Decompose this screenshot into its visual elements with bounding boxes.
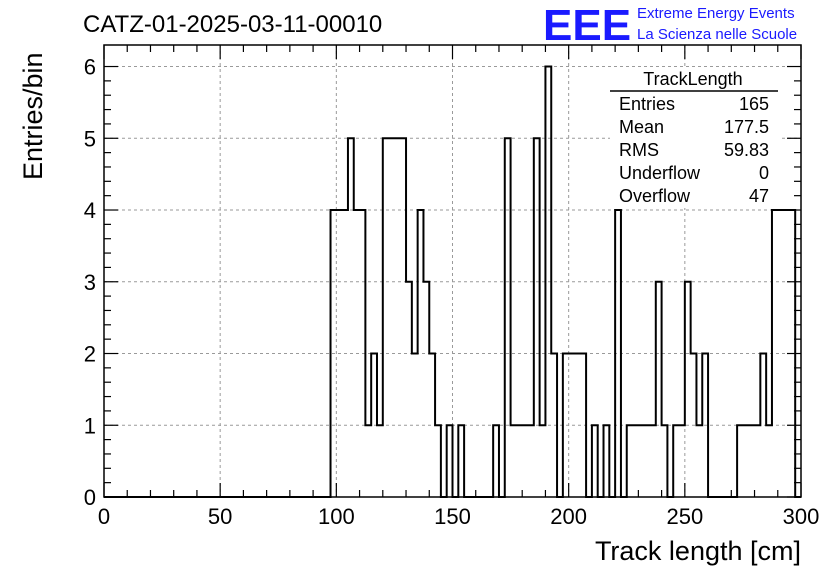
stats-label-entries: Entries — [619, 94, 675, 114]
stats-label-mean: Mean — [619, 117, 664, 137]
eee-logo-mark: EEE — [543, 1, 631, 50]
x-tick-label: 100 — [318, 504, 355, 529]
x-axis-label: Track length [cm] — [595, 536, 801, 566]
logo-line-2: La Scienza nelle Scuole — [637, 26, 797, 43]
y-tick-label: 0 — [84, 485, 96, 510]
stats-label-overflow: Overflow — [619, 186, 691, 206]
stats-value-entries: 165 — [739, 94, 769, 114]
stats-box: TrackLength Entries 165 Mean 177.5 RMS 5… — [610, 68, 780, 208]
x-tick-label: 200 — [550, 504, 587, 529]
x-tick-label: 300 — [783, 504, 820, 529]
x-tick-label: 150 — [434, 504, 471, 529]
stats-value-underflow: 0 — [759, 163, 769, 183]
stats-value-rms: 59.83 — [724, 140, 769, 160]
x-tick-label: 250 — [666, 504, 703, 529]
eee-logo: EEE Extreme Energy Events La Scienza nel… — [543, 1, 797, 50]
y-axis-label: Entries/bin — [18, 52, 48, 180]
stats-label-rms: RMS — [619, 140, 659, 160]
y-tick-label: 3 — [84, 270, 96, 295]
x-tick-label: 0 — [98, 504, 110, 529]
y-tick-label: 4 — [84, 198, 96, 223]
chart-title: CATZ-01-2025-03-11-00010 — [83, 11, 382, 38]
logo-line-1: Extreme Energy Events — [637, 5, 795, 22]
y-tick-label: 5 — [84, 126, 96, 151]
tick-labels: 0 50 100 150 200 250 300 0 1 2 3 4 5 6 — [84, 55, 820, 529]
y-tick-label: 6 — [84, 55, 96, 80]
axis-ticks — [103, 45, 802, 498]
stats-box-title: TrackLength — [643, 69, 742, 89]
stats-value-mean: 177.5 — [724, 117, 769, 137]
y-tick-label: 1 — [84, 413, 96, 438]
y-tick-label: 2 — [84, 342, 96, 367]
x-tick-label: 50 — [208, 504, 232, 529]
stats-label-underflow: Underflow — [619, 163, 701, 183]
stats-value-overflow: 47 — [749, 186, 769, 206]
